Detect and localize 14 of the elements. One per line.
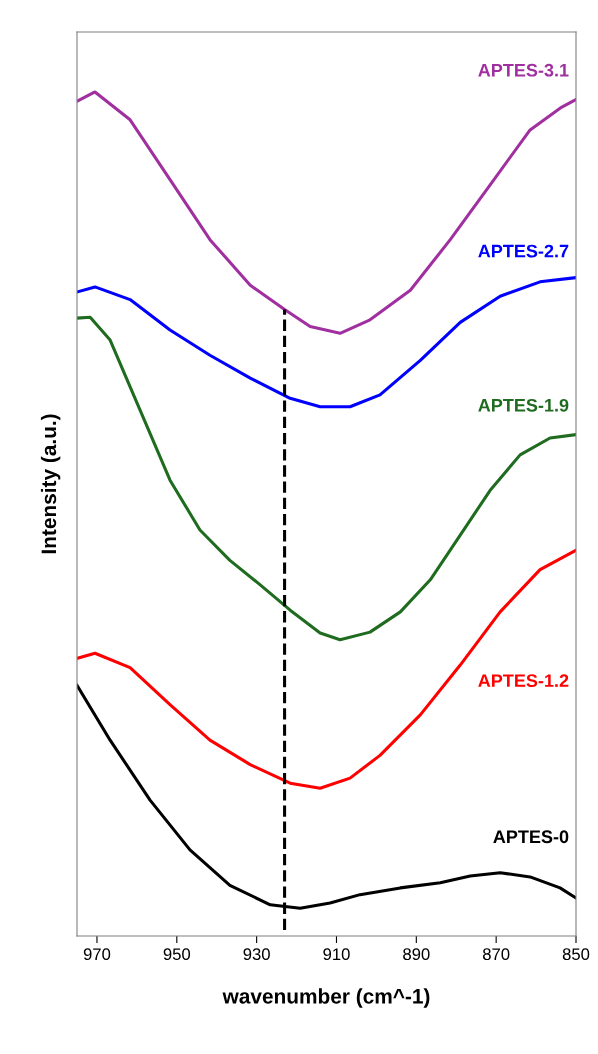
x-tick-label: 890 <box>403 948 430 961</box>
series-label: APTES-0 <box>493 830 569 844</box>
x-tick-label: 850 <box>562 948 590 961</box>
x-axis-title: wavenumber (cm^-1) <box>222 988 430 1008</box>
x-tick-label: 970 <box>83 948 111 961</box>
series-label: APTES-2.7 <box>478 244 569 258</box>
x-tick-label: 930 <box>243 948 270 961</box>
x-tick-label: 910 <box>323 948 350 961</box>
series-label: APTES-1.9 <box>478 398 569 412</box>
series-label: APTES-3.1 <box>478 63 569 77</box>
x-tick-label: 950 <box>163 948 191 961</box>
y-axis-title: Intensity (a.u.) <box>40 414 61 554</box>
x-tick-label: 870 <box>482 948 510 961</box>
series-label: APTES-1.2 <box>478 674 569 688</box>
